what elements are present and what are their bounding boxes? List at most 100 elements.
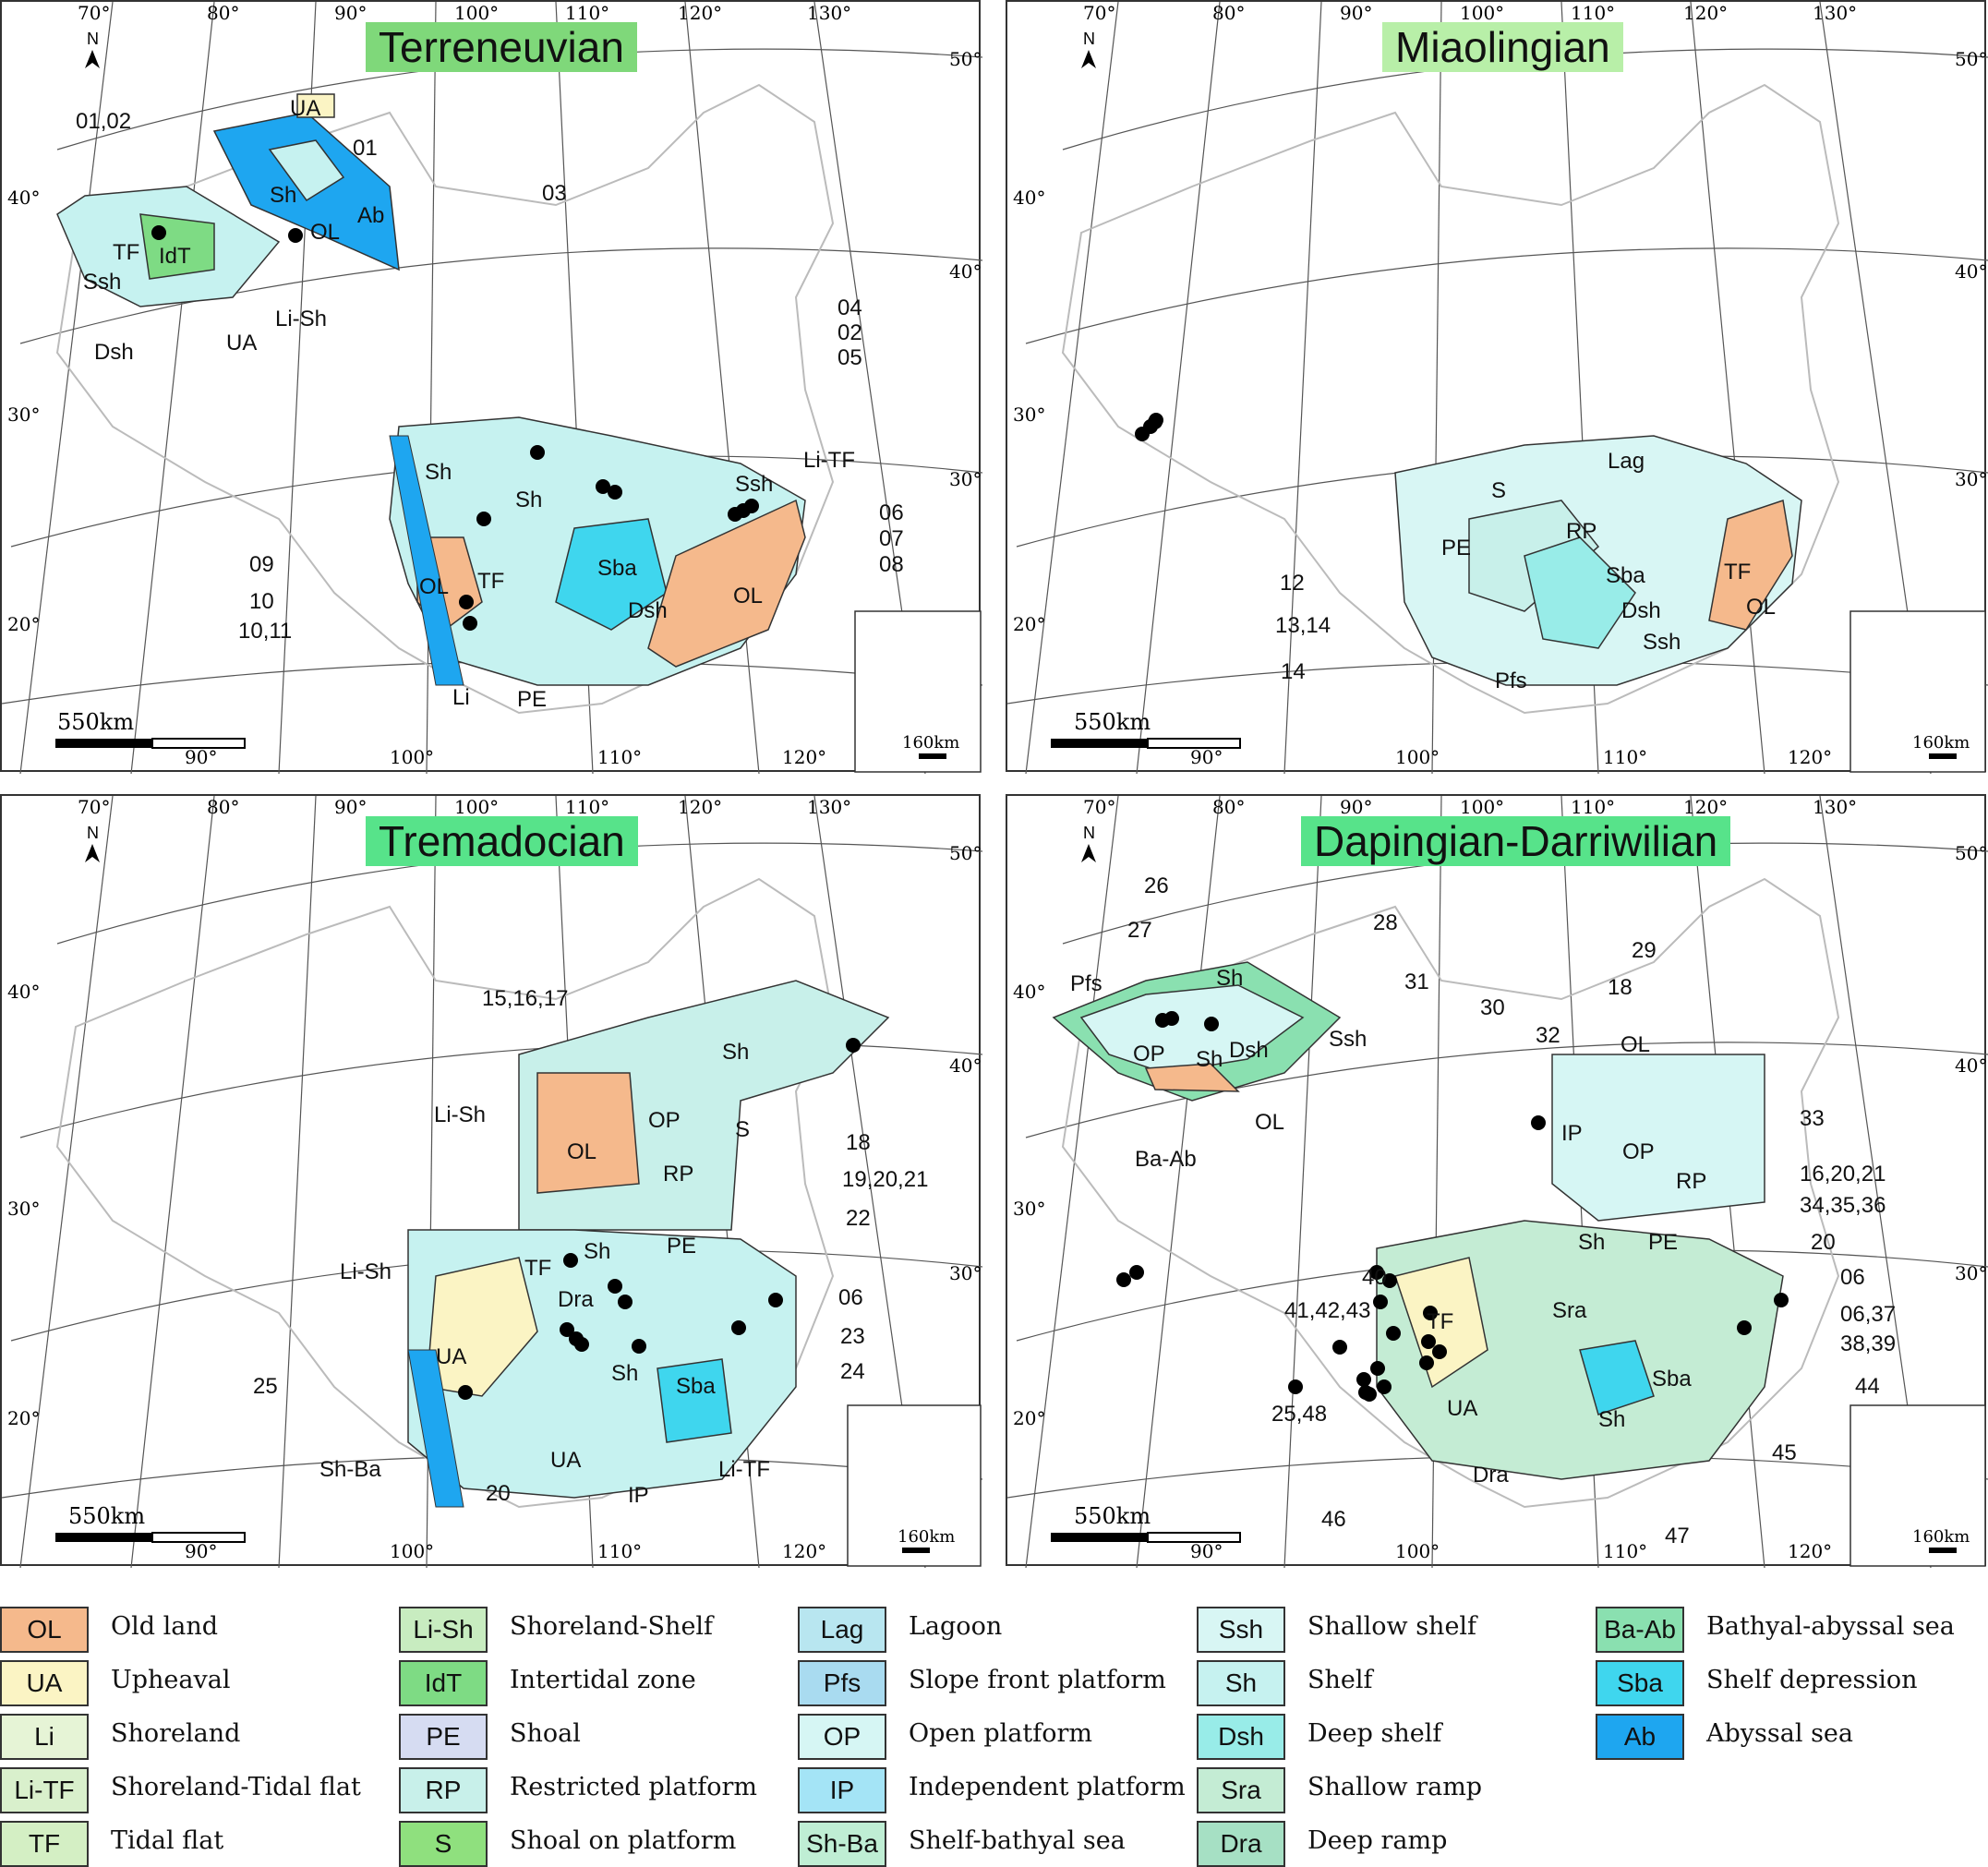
map-label: PE — [517, 687, 548, 712]
map-label: 26 — [1144, 873, 1169, 898]
map-label: 24 — [840, 1359, 865, 1384]
lon-labels-bottom: 90° 100° 110° 120° — [1007, 746, 1988, 774]
lat-label: 20° — [7, 1407, 41, 1429]
legend-label: Shoreland-Shelf — [510, 1612, 714, 1641]
lat-label: 20° — [7, 613, 41, 635]
map-label: Ssh — [1329, 1027, 1368, 1052]
lon-labels-bottom: 90° 100° 110° 120° — [2, 746, 982, 774]
map-label: OL — [567, 1139, 597, 1164]
lon-label: 120° — [678, 796, 723, 818]
map-label: Pfs — [1070, 971, 1102, 996]
lon-label: 110° — [1571, 2, 1616, 24]
map-label: PE — [1441, 536, 1472, 560]
lat-label: 30° — [7, 1198, 41, 1220]
map-label: OL — [1621, 1032, 1651, 1057]
legend-label: Open platform — [909, 1719, 1092, 1748]
map-label: PE — [667, 1234, 697, 1259]
map-label: Li-Sh — [434, 1102, 487, 1127]
map-label: 05 — [837, 345, 862, 370]
lon-label: 90° — [1340, 796, 1373, 818]
map-label: Ssh — [1643, 630, 1681, 655]
map-label: Sh — [425, 460, 452, 485]
legend-label: Shallow ramp — [1307, 1773, 1483, 1801]
lon-label: 110° — [1603, 1540, 1648, 1562]
inset-scale-label: 160km — [1912, 733, 1970, 753]
lon-label: 110° — [597, 746, 643, 768]
lon-label: 90° — [334, 2, 367, 24]
map-label: TF — [477, 569, 505, 594]
map-label: 07 — [879, 526, 904, 551]
scale-bar-label: 550km — [1074, 1503, 1151, 1529]
lon-label: 80° — [207, 796, 240, 818]
map-label: Lag — [1608, 449, 1645, 474]
lon-labels-top: 70° 80° 90° 100° 110° 120° 130° — [2, 2, 982, 30]
map-label: Ba-Ab — [1135, 1147, 1197, 1172]
lon-label: 90° — [185, 1540, 218, 1562]
north-arrow-label: N — [87, 824, 99, 842]
map-label: Dsh — [1229, 1038, 1269, 1063]
lat-label: 30° — [1955, 468, 1988, 490]
legend-swatch: Ba-Ab — [1596, 1607, 1684, 1653]
legend-label: Old land — [111, 1612, 219, 1641]
map-label: 29 — [1632, 938, 1657, 963]
map-label: 10 — [249, 589, 274, 614]
legend-label: Upheaval — [111, 1666, 231, 1694]
map-label: 14 — [1281, 659, 1306, 684]
lon-label: 100° — [1460, 796, 1505, 818]
map-label: OP — [1622, 1139, 1655, 1164]
legend-swatch: S — [399, 1821, 488, 1867]
legend-swatch: UA — [0, 1660, 89, 1706]
map-label: Sh — [515, 488, 543, 512]
map-panel-terreneuvian: Terreneuvian N 550km 160km 70° 80° 90° 1… — [0, 0, 982, 774]
map-label: Dsh — [628, 598, 668, 623]
map-label: 20 — [486, 1481, 511, 1506]
map-label: OL — [1746, 595, 1777, 620]
map-panel-miaolingian: Miaolingian N 550km 160km 70° 80° 90° 10… — [1006, 0, 1988, 774]
lon-label: 80° — [207, 2, 240, 24]
lon-label: 110° — [597, 1540, 643, 1562]
map-label: 04 — [837, 295, 862, 320]
lat-label: 30° — [949, 468, 982, 490]
legend-label: Abyssal sea — [1706, 1719, 1853, 1748]
map-label: Sba — [1606, 563, 1645, 588]
map-label: UA — [550, 1448, 582, 1473]
lon-label: 90° — [1190, 746, 1223, 768]
map-label: 20 — [1811, 1230, 1836, 1255]
legend-swatch: Pfs — [798, 1660, 886, 1706]
lon-label: 100° — [454, 2, 500, 24]
map-label: Dsh — [1621, 598, 1661, 623]
lon-label: 110° — [565, 796, 610, 818]
map-panel-dapingian-darriwilian: Dapingian-Darriwilian N 550km 160km 70° … — [1006, 794, 1988, 1568]
map-label: 03 — [542, 181, 567, 206]
lon-labels-top: 70° 80° 90° 100° 110° 120° 130° — [1007, 796, 1988, 824]
lon-label: 90° — [1340, 2, 1373, 24]
map-label: 31 — [1404, 970, 1429, 994]
map-label: TF — [1724, 560, 1752, 584]
lon-label: 130° — [807, 2, 852, 24]
map-label: RP — [663, 1162, 694, 1186]
legend-label: Independent platform — [909, 1773, 1186, 1801]
map-label: 01,02 — [76, 109, 132, 134]
map-label: Sh — [270, 183, 297, 208]
map-label: Ssh — [735, 472, 774, 497]
map-graticule — [2, 796, 982, 1568]
map-label: OP — [648, 1108, 681, 1133]
legend-label: Bathyal-abyssal sea — [1706, 1612, 1955, 1641]
legend-swatch: Ssh — [1197, 1607, 1285, 1653]
map-label: 06 — [879, 500, 904, 525]
lon-label: 80° — [1212, 796, 1246, 818]
legend-label: Shelf — [1307, 1666, 1373, 1694]
lon-label: 110° — [1571, 796, 1616, 818]
map-label: 10,11 — [238, 619, 293, 644]
lat-label: 40° — [949, 260, 982, 283]
map-label: UA — [290, 96, 321, 121]
legend-label: Deep ramp — [1307, 1826, 1448, 1855]
lat-label: 40° — [7, 981, 41, 1003]
map-graticule — [1007, 2, 1988, 774]
inset-scale-label: 160km — [902, 733, 960, 753]
map-label: UA — [226, 331, 258, 355]
legend-label: Lagoon — [909, 1612, 1003, 1641]
map-label: Sh-Ba — [319, 1457, 381, 1482]
lon-label: 100° — [390, 1540, 435, 1562]
map-label: Sh — [1196, 1047, 1223, 1072]
